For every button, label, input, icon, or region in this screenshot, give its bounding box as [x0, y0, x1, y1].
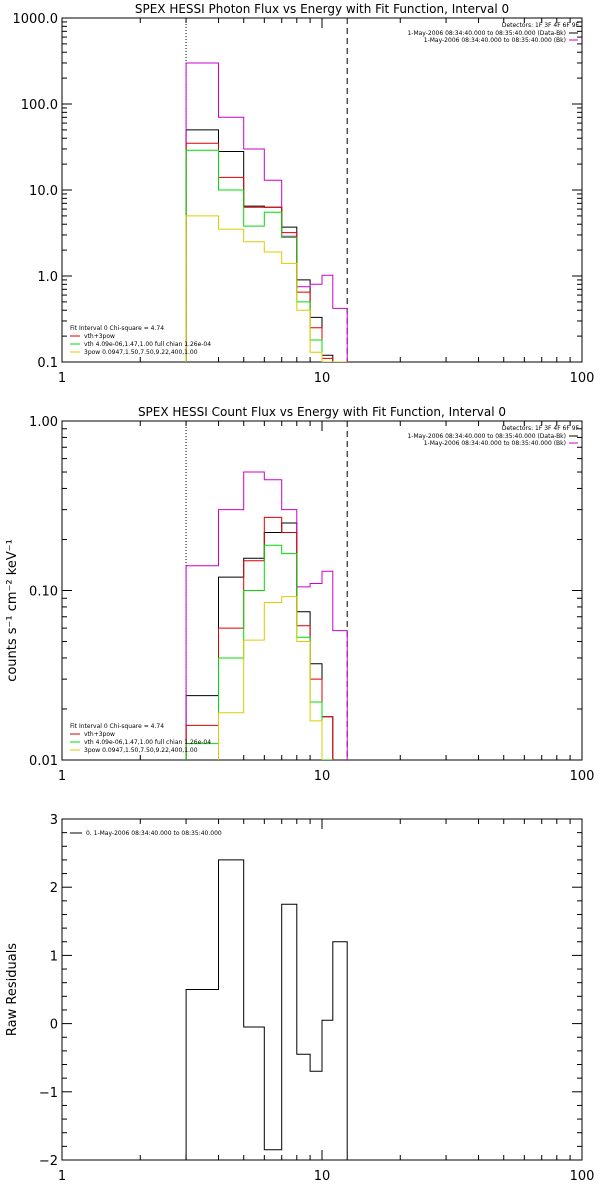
- y-tick-label: 1: [50, 949, 58, 964]
- y-tick-label: 1.00: [29, 415, 58, 430]
- y-tick-label: 2: [50, 881, 58, 896]
- legend-item-label: vth 4.09e-06,1.47,1.00 full chian 1.26e-…: [84, 739, 211, 746]
- x-tick-label: 1: [58, 769, 66, 784]
- series-line-data-bk: [185, 129, 348, 362]
- x-tick-label: 10: [314, 371, 331, 386]
- header-line-label: 1-May-2006 08:34:40.000 to 08:35:40.000 …: [424, 440, 566, 447]
- residuals-panel: 1 10 100 −2 −1 0 1 2 3 Raw Residuals 0. 1-May-2006…: [5, 813, 594, 1184]
- series-line-3pow: [185, 596, 348, 760]
- series-line-vth: [185, 544, 348, 760]
- detectors-label: Detectors: 1F 3F 4F 6F 9F: [502, 425, 580, 432]
- series-line-bk: [185, 62, 348, 362]
- legend-header: Fit Interval 0 Chi-square = 4.74: [70, 325, 164, 332]
- series-line-vth-3pow: [185, 142, 348, 362]
- series-line-vth: [185, 149, 348, 362]
- chart-title: SPEX HESSI Count Flux vs Energy with Fit…: [138, 405, 506, 419]
- y-tick-label: −1: [39, 1086, 58, 1101]
- y-tick-label: −2: [39, 1154, 58, 1169]
- header-line-label: 1-May-2006 08:34:40.000 to 08:35:40.000 …: [424, 37, 566, 44]
- chart-title: SPEX HESSI Photon Flux vs Energy with Fi…: [135, 2, 509, 16]
- plot-frame: [61, 818, 583, 1161]
- x-tick-label: 1: [58, 371, 66, 386]
- legend-item-label: vth+3pow: [84, 333, 115, 340]
- x-tick-label: 1: [58, 1169, 66, 1184]
- detectors-label: Detectors: 1F 3F 4F 6F 9F: [502, 22, 580, 29]
- y-tick-label: 100.0: [21, 98, 58, 113]
- header-line-label: 1-May-2006 08:34:40.000 to 08:35:40.000 …: [407, 30, 566, 37]
- x-tick-label: 100: [570, 371, 595, 386]
- x-tick-label: 10: [314, 769, 331, 784]
- x-tick-label: 100: [570, 1169, 595, 1184]
- y-tick-label: 0.10: [29, 585, 58, 600]
- photon-flux-panel: SPEX HESSI Photon Flux vs Energy with Fi…: [13, 2, 595, 386]
- series-line-bk: [185, 471, 348, 760]
- series-line-0-1-may-2006-08-34-40-000-to-08-35-40-000: [185, 859, 348, 1160]
- y-tick-label: 1.0: [37, 270, 58, 285]
- legend-header: Fit Interval 0 Chi-square = 4.74: [70, 723, 164, 730]
- legend-item-label: 0. 1-May-2006 08:34:40.000 to 08:35:40.0…: [86, 830, 222, 837]
- legend-item-label: vth 4.09e-06,1.47,1.00 full chian 1.26e-…: [84, 341, 211, 348]
- y-tick-label: 0.1: [37, 356, 58, 371]
- y-tick-label: 0.01: [29, 754, 58, 769]
- y-tick-label: 1000.0: [13, 12, 59, 27]
- header-line-label: 1-May-2006 08:34:40.000 to 08:35:40.000 …: [407, 433, 566, 440]
- y-axis-label: counts s⁻¹ cm⁻² keV⁻¹: [5, 539, 20, 682]
- y-tick-label: 3: [50, 813, 58, 828]
- series-line-data-bk: [185, 522, 348, 760]
- plot-frame: [61, 17, 583, 363]
- count-flux-panel: SPEX HESSI Count Flux vs Energy with Fit…: [5, 405, 594, 784]
- legend-item-label: vth+3pow: [84, 731, 115, 738]
- x-tick-label: 100: [570, 769, 595, 784]
- series-line-3pow: [185, 215, 348, 362]
- legend-item-label: 3pow 0.0947,1.50,7.50,9.22,400,1.00: [84, 349, 198, 356]
- y-axis-label: Raw Residuals: [5, 943, 20, 1036]
- series-line-vth-3pow: [185, 516, 348, 760]
- y-tick-label: 0: [50, 1018, 58, 1033]
- x-tick-label: 10: [314, 1169, 331, 1184]
- y-tick-label: 10.0: [29, 184, 58, 199]
- legend-item-label: 3pow 0.0947,1.50,7.50,9.22,400,1.00: [84, 747, 198, 754]
